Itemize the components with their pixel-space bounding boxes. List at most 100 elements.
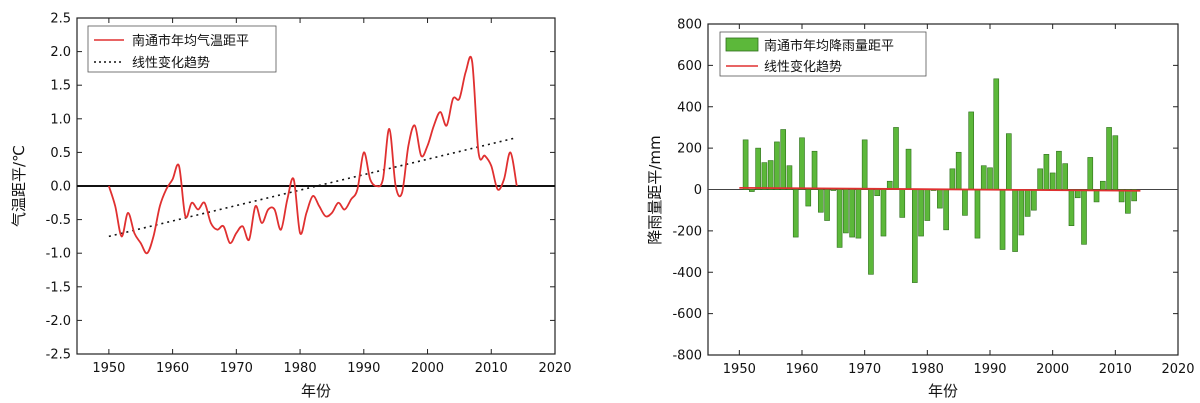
precipitation-bar	[811, 150, 818, 190]
precipitation-bar	[1018, 189, 1025, 236]
x-tick-label: 2020	[538, 361, 571, 376]
precipitation-bar	[849, 189, 855, 238]
x-tick-label: 2020	[1161, 362, 1194, 377]
precipitation-bar	[1112, 135, 1119, 190]
precipitation-bar	[880, 189, 887, 237]
precipitation-bar	[993, 78, 1000, 190]
precipitation-bar	[1037, 168, 1043, 190]
y-tick-label: 0.0	[50, 180, 71, 195]
x-axis-label: 年份	[928, 382, 958, 400]
precipitation-bar	[836, 189, 843, 248]
precipitation-bar	[987, 167, 993, 190]
legend: 南通市年均气温距平 线性变化趋势	[87, 25, 277, 73]
legend-label-trend: 线性变化趋势	[764, 59, 842, 75]
precipitation-bar	[962, 189, 968, 216]
precipitation-bar	[799, 137, 805, 190]
y-axis-label: 降雨量距平/mm	[646, 135, 664, 244]
precipitation-bar	[830, 189, 837, 191]
x-tick-label: 1950	[92, 361, 125, 376]
precipitation-bar	[1068, 189, 1075, 227]
precipitation-bar	[767, 160, 774, 190]
x-tick-label: 2010	[1099, 362, 1132, 377]
y-tick-label: 1.5	[50, 79, 71, 94]
y-axis-label: 气温距平/℃	[10, 145, 28, 227]
y-tick-label: 0.5	[50, 146, 71, 161]
y-tick-label: 1.0	[50, 112, 71, 127]
y-tick-label: -600	[672, 307, 702, 322]
precipitation-bar	[786, 165, 793, 190]
y-tick-label: 2.5	[50, 12, 71, 27]
precipitation-bar	[755, 147, 761, 190]
precipitation-bars	[742, 78, 1137, 283]
precipitation-bar	[1087, 157, 1094, 190]
precipitation-bar	[843, 189, 849, 234]
x-tick-label: 1970	[220, 361, 253, 376]
y-tick-label: 0	[694, 183, 702, 198]
precipitation-bar	[761, 162, 768, 190]
y-tick-label: 400	[677, 100, 702, 115]
precipitation-bar	[1118, 189, 1125, 203]
precipitation-bar	[1012, 189, 1018, 252]
precipitation-bar	[974, 189, 981, 239]
y-tick-label: 200	[677, 142, 702, 157]
y-tick-label: -1.5	[46, 280, 71, 295]
precipitation-bar	[1024, 189, 1031, 217]
precipitation-bar	[1056, 150, 1062, 190]
precipitation-bar	[874, 189, 881, 197]
precipitation-bar	[1062, 163, 1069, 190]
precipitation-bar	[937, 189, 943, 209]
y-tick-label: -400	[672, 266, 702, 281]
x-tick-label: 1980	[284, 361, 317, 376]
precipitation-bar	[868, 189, 874, 275]
precipitation-bar	[1099, 180, 1106, 190]
precipitation-bar	[1005, 133, 1012, 190]
precipitation-bar	[1049, 172, 1056, 190]
y-tick-label: -200	[672, 224, 702, 239]
precipitation-bar	[1043, 154, 1050, 190]
precipitation-bar	[980, 165, 987, 190]
x-tick-label: 1960	[156, 361, 189, 376]
precipitation-bar	[943, 189, 949, 231]
x-tick-label: 1950	[723, 362, 756, 377]
x-tick-label: 1970	[848, 362, 881, 377]
precipitation-bar	[999, 189, 1006, 250]
precipitation-bar	[774, 141, 780, 190]
x-tick-label: 2000	[411, 361, 444, 376]
precipitation-bar	[749, 189, 755, 192]
temperature-anomaly-chart: -2.5 -2.0 -1.5 -1.0 -0.5 0.0 0.5 1.0 1.5 2.0 2.5 1…	[10, 12, 572, 401]
x-tick-label: 2000	[1036, 362, 1069, 377]
precipitation-bar	[824, 189, 830, 221]
y-tick-label: 800	[677, 18, 702, 33]
x-tick-label: 1980	[911, 362, 944, 377]
precipitation-bar	[1031, 189, 1037, 211]
precipitation-bar	[1106, 127, 1112, 190]
precipitation-bar	[1131, 189, 1137, 202]
precipitation-bar	[918, 189, 924, 237]
legend: 南通市年均降雨量距平 线性变化趋势	[719, 31, 927, 77]
x-axis-ticks: 1950 1960 1970 1980 1990 2000 2010 2020	[92, 18, 572, 376]
precipitation-bar	[1093, 189, 1100, 203]
x-tick-label: 1990	[973, 362, 1006, 377]
x-axis-label: 年份	[301, 382, 331, 400]
legend-label-precipitation: 南通市年均降雨量距平	[764, 38, 894, 54]
precipitation-bar	[1081, 189, 1087, 245]
y-tick-label: -1.0	[46, 247, 71, 262]
precipitation-bar	[899, 189, 906, 218]
precipitation-bar	[1125, 189, 1131, 214]
precipitation-bar	[924, 189, 931, 221]
y-axis-ticks: -800 -600 -400 -200 0 200 400 600 800	[672, 18, 1178, 364]
legend-label-temperature: 南通市年均气温距平	[132, 33, 249, 49]
trend-line	[739, 186, 1141, 192]
x-tick-label: 2010	[475, 361, 508, 376]
x-axis-ticks: 1950 1960 1970 1980 1990 2000 2010 2020	[723, 24, 1195, 377]
precipitation-bar	[893, 127, 899, 190]
precipitation-bar	[905, 148, 912, 190]
precipitation-bar	[955, 151, 962, 190]
legend-label-trend: 线性变化趋势	[132, 55, 210, 71]
precipitation-bar	[855, 189, 862, 239]
trend-line	[108, 136, 517, 238]
y-tick-label: 600	[677, 59, 702, 74]
x-tick-label: 1990	[347, 361, 380, 376]
